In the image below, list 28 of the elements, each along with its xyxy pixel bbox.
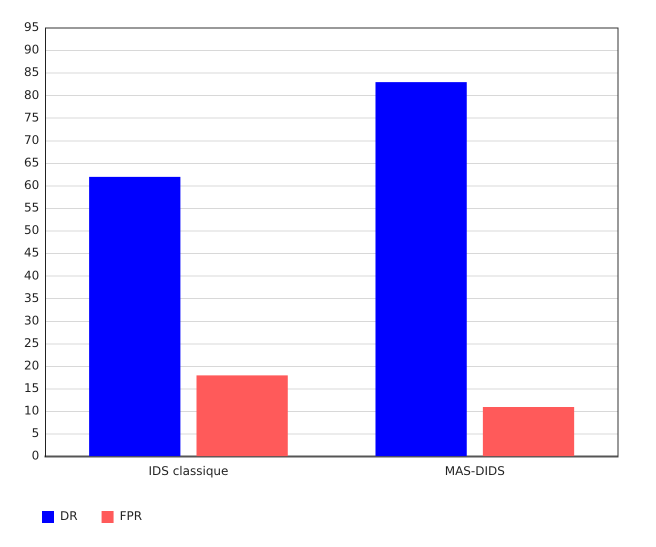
y-tick-label: 10 bbox=[24, 404, 40, 418]
y-tick-label: 5 bbox=[32, 426, 40, 440]
y-tick-label: 55 bbox=[24, 200, 40, 215]
y-tick-label: 80 bbox=[24, 88, 40, 102]
y-tick-label: 25 bbox=[24, 336, 40, 350]
bar bbox=[196, 375, 288, 456]
legend-label: FPR bbox=[120, 509, 142, 524]
y-tick-label: 85 bbox=[24, 65, 40, 80]
y-tick-label: 70 bbox=[24, 132, 40, 147]
y-tick-label: 0 bbox=[32, 448, 40, 463]
y-tick-label: 30 bbox=[24, 313, 40, 328]
y-tick-label: 75 bbox=[24, 110, 40, 124]
y-tick-label: 45 bbox=[24, 246, 40, 260]
x-tick-label: IDS classique bbox=[148, 464, 228, 478]
y-tick-label: 90 bbox=[24, 42, 40, 57]
y-tick-label: 95 bbox=[24, 20, 40, 34]
y-tick-label: 60 bbox=[24, 178, 40, 192]
legend-label: DR bbox=[60, 509, 78, 524]
y-tick-label: 40 bbox=[24, 268, 40, 282]
y-tick-label: 65 bbox=[24, 155, 40, 170]
y-tick-label: 20 bbox=[24, 358, 40, 372]
x-tick-label: MAS-DIDS bbox=[444, 464, 505, 478]
y-tick-label: 15 bbox=[24, 381, 40, 396]
y-tick-label: 35 bbox=[24, 290, 40, 305]
y-tick-label: 50 bbox=[24, 223, 40, 238]
bar bbox=[482, 406, 574, 456]
bar bbox=[375, 82, 467, 456]
bar bbox=[89, 176, 180, 456]
